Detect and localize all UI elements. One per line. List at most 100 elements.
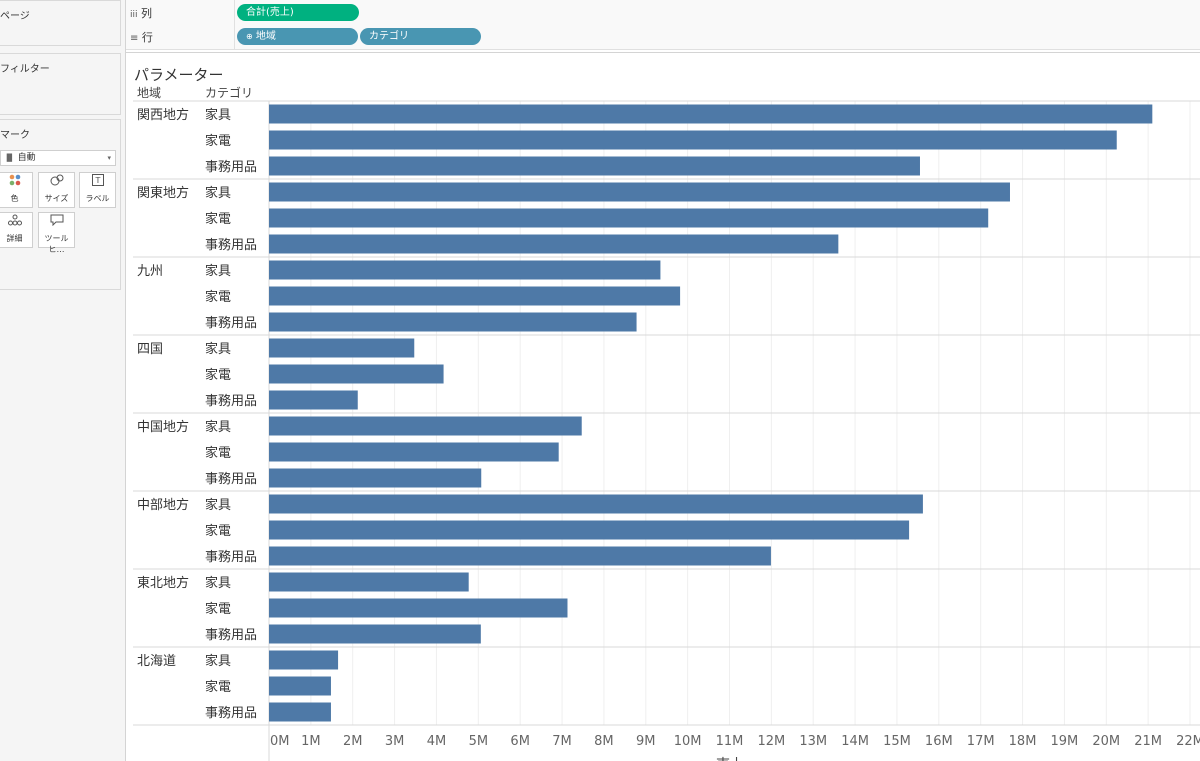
- marks-card: マーク ▐▌ 自動 ▾ 色 サイズ T: [0, 119, 121, 290]
- x-tick-label: 7M: [552, 734, 572, 749]
- rows-label-text: 行: [141, 31, 153, 44]
- pages-card[interactable]: ページ: [0, 0, 121, 46]
- columns-shelf-label: iii 列: [130, 5, 152, 21]
- category-label: 家電: [205, 601, 231, 617]
- filters-title: フィルター: [0, 64, 50, 75]
- category-label: 事務用品: [205, 160, 257, 175]
- mark-color-button[interactable]: 色: [0, 172, 33, 208]
- side-panel: ページ フィルター マーク ▐▌ 自動 ▾ 色 サイズ: [0, 0, 126, 761]
- region-label: 関西地方: [137, 107, 189, 123]
- x-tick-label: 10M: [674, 734, 702, 749]
- mark-size-button[interactable]: サイズ: [38, 172, 75, 208]
- category-label: 家具: [205, 575, 231, 591]
- bar: [269, 494, 923, 514]
- category-label: 家具: [205, 263, 231, 279]
- category-label: 家具: [205, 107, 231, 123]
- mark-tooltip-label: ツールヒ…: [44, 234, 69, 254]
- shelf-divider: [234, 0, 235, 26]
- category-label: 事務用品: [205, 550, 257, 565]
- mark-type-value: 自動: [17, 153, 36, 163]
- row-header-region: 地域: [137, 86, 161, 100]
- region-label: 東北地方: [137, 575, 189, 591]
- x-tick-label: 1M: [301, 734, 321, 749]
- detail-icon: [0, 213, 32, 233]
- pill-category-label: カテゴリ: [369, 31, 409, 42]
- category-label: 家具: [205, 653, 231, 669]
- bar: [269, 598, 568, 618]
- bar: [269, 234, 839, 254]
- x-tick-label: 16M: [925, 734, 953, 749]
- category-label: 家電: [205, 133, 231, 149]
- size-icon: [39, 173, 74, 193]
- category-label: 家電: [205, 367, 231, 383]
- category-label: 家電: [205, 211, 231, 227]
- x-tick-label: 20M: [1092, 734, 1120, 749]
- mark-color-label: 色: [10, 194, 19, 203]
- bar: [269, 468, 482, 488]
- x-tick-label: 21M: [1134, 734, 1162, 749]
- shelf-divider: [234, 24, 235, 50]
- x-tick-label: 13M: [799, 734, 827, 749]
- category-label: 家電: [205, 445, 231, 461]
- bar: [269, 130, 1117, 150]
- mark-label-button[interactable]: T ラベル: [79, 172, 116, 208]
- bar: [269, 364, 444, 384]
- mark-tooltip-button[interactable]: ツールヒ…: [38, 212, 75, 254]
- columns-icon: iii: [130, 10, 138, 20]
- x-tick-label: 19M: [1051, 734, 1079, 749]
- bar: [269, 676, 331, 696]
- filters-card[interactable]: フィルター: [0, 53, 121, 115]
- x-tick-label: 0M: [270, 734, 290, 749]
- region-label: 北海道: [137, 654, 176, 669]
- x-tick-label: 6M: [510, 734, 530, 749]
- bar: [269, 650, 339, 670]
- x-tick-label: 8M: [594, 734, 614, 749]
- bar: [269, 286, 681, 306]
- x-tick-label: 17M: [967, 734, 995, 749]
- mark-detail-button[interactable]: 詳細: [0, 212, 33, 248]
- pill-region[interactable]: ⊕ 地域: [237, 28, 358, 45]
- pill-sum-sales[interactable]: 合計(売上): [237, 4, 359, 21]
- region-label: 中国地方: [137, 419, 189, 435]
- row-header-category: カテゴリ: [205, 85, 253, 100]
- x-tick-label: 2M: [343, 734, 363, 749]
- category-label: 事務用品: [205, 238, 257, 253]
- bar: [269, 624, 481, 644]
- columns-shelf[interactable]: iii 列 合計(売上): [126, 0, 1200, 26]
- category-label: 家具: [205, 185, 231, 201]
- svg-text:T: T: [94, 176, 100, 185]
- x-tick-label: 18M: [1009, 734, 1037, 749]
- category-label: 家電: [205, 679, 231, 695]
- x-tick-label: 3M: [385, 734, 405, 749]
- x-tick-label: 22M: [1176, 734, 1200, 749]
- category-label: 事務用品: [205, 628, 257, 643]
- bar: [269, 104, 1153, 124]
- bar: [269, 390, 358, 410]
- marks-title: マーク: [0, 130, 30, 141]
- bar: [269, 442, 559, 462]
- worksheet-view: パラメーター 地域 カテゴリ 関西地方 家具 家電 事務用品 関東地方 家具 家電 事務用品 九州家…: [126, 52, 1200, 761]
- pill-region-label: 地域: [255, 31, 276, 42]
- bar: [269, 520, 910, 540]
- x-tick-label: 12M: [757, 734, 785, 749]
- region-label: 九州: [137, 264, 163, 279]
- mark-type-dropdown[interactable]: ▐▌ 自動 ▾: [0, 150, 116, 166]
- columns-label-text: 列: [141, 7, 153, 20]
- bar: [269, 572, 469, 592]
- rows-shelf[interactable]: ≡ 行 ⊕ 地域 カテゴリ: [126, 24, 1200, 50]
- bar: [269, 416, 582, 436]
- x-tick-label: 15M: [883, 734, 911, 749]
- expand-icon: ⊕: [246, 32, 253, 41]
- x-tick-label: 5M: [469, 734, 489, 749]
- pill-category[interactable]: カテゴリ: [360, 28, 481, 45]
- region-label: 関東地方: [137, 185, 189, 201]
- category-label: 事務用品: [205, 316, 257, 331]
- tooltip-icon: [39, 213, 74, 233]
- bar: [269, 702, 331, 722]
- mark-detail-label: 詳細: [6, 234, 23, 243]
- x-tick-label: 9M: [636, 734, 656, 749]
- category-label: 家具: [205, 497, 231, 513]
- rows-icon: ≡: [130, 33, 139, 44]
